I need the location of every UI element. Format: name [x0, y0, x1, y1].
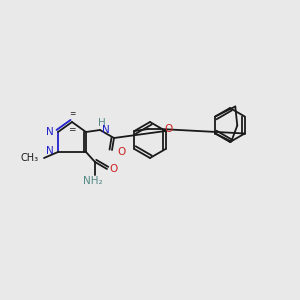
Text: N: N	[46, 146, 54, 156]
Text: O: O	[109, 164, 117, 174]
Text: NH₂: NH₂	[83, 176, 103, 186]
Text: N: N	[46, 127, 54, 137]
Text: N: N	[102, 125, 110, 135]
Text: H: H	[98, 118, 106, 128]
Text: O: O	[117, 147, 125, 157]
Text: CH₃: CH₃	[21, 153, 39, 163]
Text: O: O	[164, 124, 173, 134]
Text: =: =	[68, 125, 76, 134]
Text: =: =	[69, 110, 75, 118]
